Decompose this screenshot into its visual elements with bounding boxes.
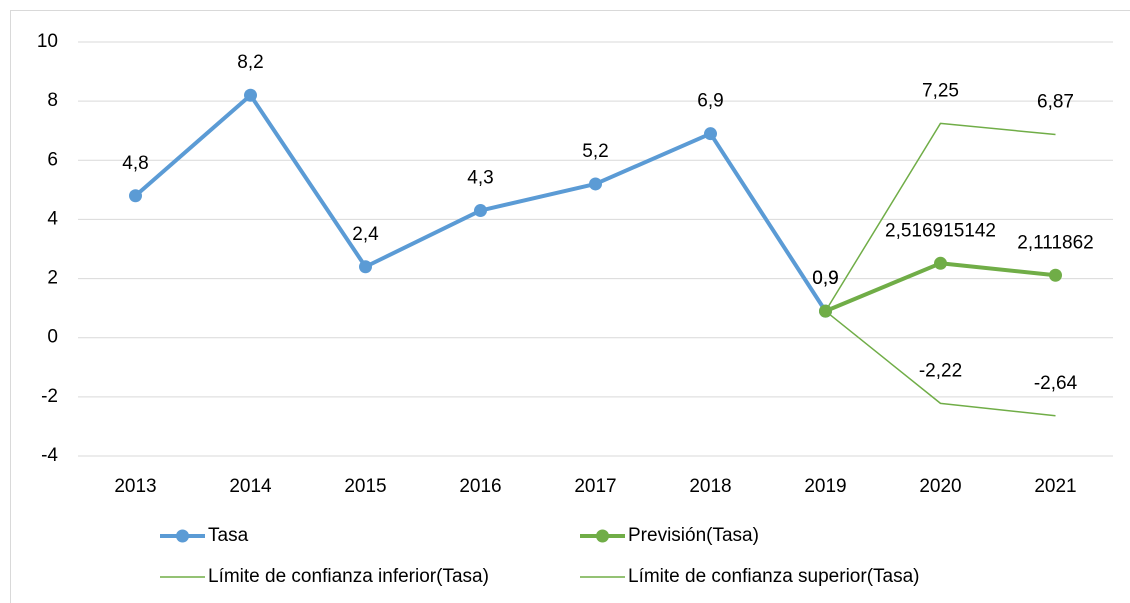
- legend-label: Tasa: [208, 525, 249, 546]
- x-tick-label: 2021: [1034, 476, 1076, 497]
- series-line: [824, 261, 1056, 313]
- point: [129, 189, 142, 203]
- x-tick-label: 2014: [229, 476, 272, 497]
- point: [934, 256, 947, 270]
- data-label: 6,9: [697, 91, 723, 112]
- legend-label: Límite de confianza inferior(Tasa): [208, 566, 489, 587]
- legend-marker: [176, 529, 189, 543]
- data-label: -2,64: [1034, 373, 1078, 394]
- data-label: 5,2: [582, 141, 608, 162]
- legend-label: Límite de confianza superior(Tasa): [628, 566, 919, 587]
- x-tick-label: 2013: [114, 476, 156, 497]
- point: [704, 127, 717, 141]
- y-tick-label: -4: [41, 445, 58, 466]
- point: [589, 177, 602, 191]
- y-tick-label: 0: [47, 327, 58, 348]
- legend-marker: [596, 529, 609, 543]
- data-label: 4,3: [467, 168, 493, 189]
- y-tick-label: 2: [47, 268, 58, 289]
- legend-label: Previsión(Tasa): [628, 525, 759, 546]
- point: [1049, 268, 1062, 282]
- y-tick-label: -2: [41, 386, 58, 407]
- series-line: [824, 122, 1056, 312]
- chart-border: [10, 10, 1130, 603]
- series-line: [825, 310, 1056, 417]
- data-label: 7,25: [922, 80, 959, 101]
- point: [244, 88, 257, 102]
- x-tick-label: 2018: [689, 476, 731, 497]
- data-label: 2,516915142: [885, 220, 996, 241]
- y-tick-label: 6: [47, 149, 58, 170]
- point: [474, 204, 487, 218]
- x-tick-label: 2017: [574, 476, 616, 497]
- data-label: 6,87: [1037, 92, 1074, 113]
- y-tick-label: 8: [47, 90, 58, 111]
- x-tick-label: 2016: [459, 476, 501, 497]
- x-tick-label: 2015: [344, 476, 386, 497]
- data-label: 4,8: [122, 153, 148, 174]
- data-label: 2,111862: [1017, 232, 1093, 253]
- x-tick-label: 2020: [919, 476, 961, 497]
- data-label: 0,9: [812, 268, 838, 289]
- data-label: -2,22: [919, 360, 962, 381]
- data-label: 2,4: [352, 224, 379, 245]
- y-tick-label: 10: [37, 31, 58, 52]
- x-tick-label: 2019: [804, 476, 846, 497]
- point: [359, 260, 372, 274]
- y-tick-label: 4: [47, 208, 58, 229]
- data-label: 8,2: [237, 52, 263, 73]
- point: [819, 304, 832, 318]
- data-label: 0,9: [812, 268, 838, 289]
